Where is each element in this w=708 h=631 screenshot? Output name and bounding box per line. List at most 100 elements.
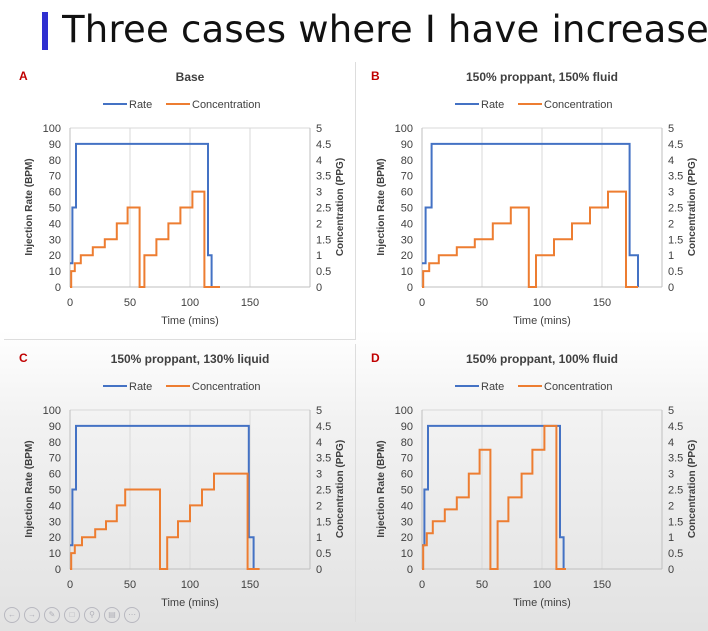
- y-tick-label: 10: [49, 548, 61, 560]
- y2-tick-label: 1: [316, 250, 322, 262]
- y-tick-label: 60: [401, 187, 413, 199]
- y2-tick-label: 0.5: [316, 266, 331, 278]
- y-tick-label: 30: [49, 516, 61, 528]
- y2-tick-label: 4: [668, 437, 674, 449]
- chart-title: 150% proppant, 130% liquid: [111, 352, 270, 366]
- slide-title: Three cases where I have increased prop: [62, 8, 708, 51]
- y-tick-label: 0: [407, 564, 413, 576]
- y-tick-label: 100: [43, 123, 61, 135]
- x-tick-label: 100: [533, 579, 551, 591]
- series-line-rate: [422, 424, 565, 569]
- y2-tick-label: 1: [668, 532, 674, 544]
- legend-label-rate: Rate: [129, 381, 152, 393]
- y2-tick-label: 2: [316, 500, 322, 512]
- x-tick-label: 100: [181, 297, 199, 309]
- y2-tick-label: 4.5: [316, 139, 331, 151]
- y2-tick-label: 1: [316, 532, 322, 544]
- y-tick-label: 100: [395, 123, 413, 135]
- y-tick-label: 60: [49, 469, 61, 481]
- chart-panel-a: A Base Rate Concentration 0 10 20 30 40 50 60 70 80 9…: [4, 62, 356, 340]
- zoom-icon[interactable]: ⚲: [84, 607, 100, 623]
- x-tick-label: 150: [593, 579, 611, 591]
- y-tick-label: 100: [43, 405, 61, 417]
- chart-svg-b: B 150% proppant, 150% fluid Rate Concentrat…: [371, 69, 698, 327]
- y2-tick-label: 5: [316, 123, 322, 135]
- y2-tick-label: 5: [668, 123, 674, 135]
- y-tick-label: 0: [55, 282, 61, 294]
- y-tick-label: 90: [49, 421, 61, 433]
- chart-svg-d: D 150% proppant, 100% fluid Rate Concentrat…: [371, 351, 698, 609]
- series-line-rate: [422, 142, 639, 287]
- y2-axis-title: Concentration (PPG): [335, 158, 346, 256]
- x-tick-label: 50: [476, 579, 488, 591]
- panel-divider: [4, 62, 356, 340]
- chart-title: 150% proppant, 100% fluid: [466, 352, 618, 366]
- y-tick-label: 80: [401, 437, 413, 449]
- more-icon[interactable]: ⋯: [124, 607, 140, 623]
- y2-tick-label: 4.5: [668, 139, 683, 151]
- y2-tick-label: 1.5: [668, 234, 683, 246]
- x-tick-label: 0: [67, 579, 73, 591]
- y2-tick-label: 5: [668, 405, 674, 417]
- panel-letter: D: [371, 351, 380, 365]
- x-tick-label: 50: [124, 579, 136, 591]
- back-icon[interactable]: ←: [4, 607, 20, 623]
- y2-tick-label: 4.5: [668, 421, 683, 433]
- x-axis-title: Time (mins): [161, 597, 219, 609]
- chart-panel-d: D 150% proppant, 100% fluid Rate Concentrat…: [356, 344, 708, 622]
- y-tick-label: 50: [49, 203, 61, 215]
- y2-tick-label: 2.5: [668, 485, 683, 497]
- panel-letter: B: [371, 69, 380, 83]
- y-tick-label: 90: [401, 421, 413, 433]
- y-tick-label: 70: [49, 453, 61, 465]
- chart-svg-c: C 150% proppant, 130% liquid Rate Concentra…: [19, 351, 346, 609]
- y-axis-title: Injection Rate (BPM): [24, 440, 35, 537]
- subtitles-icon[interactable]: ▤: [104, 607, 120, 623]
- y2-tick-label: 4.5: [316, 421, 331, 433]
- y-tick-label: 80: [401, 155, 413, 167]
- y-axis-title: Injection Rate (BPM): [376, 158, 387, 255]
- forward-icon[interactable]: →: [24, 607, 40, 623]
- y-tick-label: 90: [49, 139, 61, 151]
- series-line-concentration: [422, 424, 566, 570]
- y-tick-label: 70: [401, 171, 413, 183]
- y-tick-label: 10: [49, 266, 61, 278]
- y-tick-label: 40: [401, 218, 413, 230]
- y-tick-label: 100: [395, 405, 413, 417]
- y2-tick-label: 5: [316, 405, 322, 417]
- y-axis-title: Injection Rate (BPM): [376, 440, 387, 537]
- y2-tick-label: 3: [316, 187, 322, 199]
- y-tick-label: 10: [401, 266, 413, 278]
- y2-axis-title: Concentration (PPG): [687, 440, 698, 538]
- y-tick-label: 40: [49, 218, 61, 230]
- series-line-rate: [70, 142, 213, 287]
- y2-tick-label: 3.5: [316, 171, 331, 183]
- x-tick-label: 150: [241, 579, 259, 591]
- copy-icon[interactable]: □: [64, 607, 80, 623]
- y2-tick-label: 2.5: [316, 203, 331, 215]
- legend-label-concentration: Concentration: [544, 99, 613, 111]
- series-line-rate: [70, 424, 255, 569]
- legend-label-concentration: Concentration: [192, 381, 261, 393]
- x-axis-title: Time (mins): [161, 315, 219, 327]
- y-tick-label: 20: [401, 250, 413, 262]
- x-axis-title: Time (mins): [513, 315, 571, 327]
- x-tick-label: 150: [593, 297, 611, 309]
- y-tick-label: 20: [49, 250, 61, 262]
- y-tick-label: 0: [407, 282, 413, 294]
- y-tick-label: 50: [49, 485, 61, 497]
- y-tick-label: 40: [49, 500, 61, 512]
- y-tick-label: 90: [401, 139, 413, 151]
- y2-tick-label: 1.5: [316, 234, 331, 246]
- x-tick-label: 150: [241, 297, 259, 309]
- chart-title: 150% proppant, 150% fluid: [466, 70, 618, 84]
- y-axis-title: Injection Rate (BPM): [24, 158, 35, 255]
- y-tick-label: 40: [401, 500, 413, 512]
- y-tick-label: 50: [401, 485, 413, 497]
- x-tick-label: 100: [533, 297, 551, 309]
- x-tick-label: 0: [419, 297, 425, 309]
- y-tick-label: 60: [49, 187, 61, 199]
- pen-icon[interactable]: ✎: [44, 607, 60, 623]
- y2-tick-label: 2: [668, 500, 674, 512]
- x-tick-label: 0: [419, 579, 425, 591]
